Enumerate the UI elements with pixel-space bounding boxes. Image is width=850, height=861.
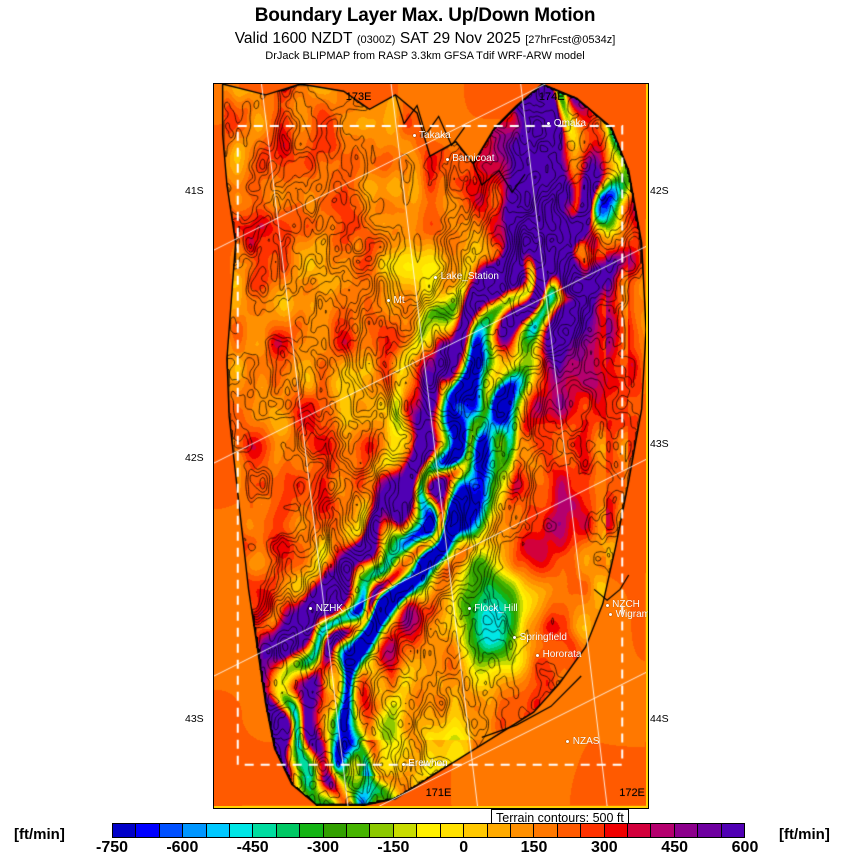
graticule-label: 43S — [185, 713, 204, 726]
colorbar-segment — [159, 824, 184, 837]
city-marker[interactable] — [309, 607, 313, 611]
city-marker[interactable] — [605, 603, 609, 607]
colorbar-unit-left: [ft/min] — [14, 826, 65, 843]
city-marker[interactable] — [387, 299, 391, 303]
colorbar-segment — [464, 824, 488, 837]
title-block: Boundary Layer Max. Up/Down Motion Valid… — [0, 0, 850, 62]
colorbar-segment — [370, 824, 394, 837]
colorbar-tick: 600 — [731, 839, 759, 856]
colorbar-segment — [300, 824, 324, 837]
valid-prefix: Valid 1600 NZDT — [234, 30, 353, 47]
colorbar-segment — [651, 824, 675, 837]
colorbar-tick: -750 — [95, 839, 129, 856]
graticule-label: 41S — [185, 184, 204, 197]
colorbar-segment — [487, 824, 511, 837]
city-marker[interactable] — [434, 275, 438, 279]
colorbar-tick: 150 — [520, 839, 548, 856]
city-marker[interactable] — [566, 740, 570, 744]
colorbar-segment — [183, 824, 207, 837]
colorbar-segment — [604, 824, 628, 837]
colorbar-segment — [113, 824, 137, 837]
city-marker[interactable] — [547, 122, 551, 126]
colorbar-segment — [230, 824, 254, 837]
colorbar: [ft/min] -750 -600 -450 -300 -150 0 150 300 450 6… — [0, 820, 850, 860]
colorbar-tick: 450 — [661, 839, 689, 856]
graticule-label: 42S — [185, 452, 204, 465]
colorbar-segment — [698, 824, 722, 837]
colorbar-segment — [276, 824, 301, 837]
forecast-tag: [27hrFcst@0534z] — [525, 34, 616, 46]
forecast-map[interactable]: 173E 174E 171E 172E Takaka Barnicoat Omaka Lake… — [213, 83, 649, 809]
valid-date: SAT 29 Nov 2025 — [399, 30, 521, 47]
colorbar-segment — [206, 824, 231, 837]
colorbar-gradient — [112, 823, 745, 838]
colorbar-segment — [440, 824, 465, 837]
valid-utc: (0300Z) — [356, 34, 396, 46]
colorbar-unit-right: [ft/min] — [779, 826, 830, 843]
colorbar-segment — [253, 824, 277, 837]
model-source-line: DrJack BLIPMAP from RASP 3.3km GFSA Tdif… — [265, 50, 585, 62]
city-marker[interactable] — [445, 157, 449, 161]
city-marker[interactable] — [467, 607, 471, 611]
colorbar-tick: -150 — [377, 839, 410, 856]
colorbar-segment — [534, 824, 558, 837]
colorbar-segment — [557, 824, 582, 837]
graticule-label: 44S — [650, 713, 669, 726]
city-marker[interactable] — [412, 134, 416, 138]
valid-time-line: Valid 1600 NZDT (0300Z) SAT 29 Nov 2025 … — [0, 30, 850, 48]
colorbar-tick-labels: -750 -600 -450 -300 -150 0 150 300 450 600 — [96, 839, 758, 861]
colorbar-segment — [721, 824, 744, 837]
city-marker[interactable] — [536, 653, 540, 657]
colorbar-segment — [674, 824, 699, 837]
graticule-label: 42S — [650, 184, 669, 197]
city-marker[interactable] — [513, 636, 517, 640]
city-marker[interactable] — [609, 613, 613, 617]
colorbar-tick: -450 — [236, 839, 269, 856]
colorbar-segment — [136, 824, 160, 837]
colorbar-segment — [510, 824, 535, 837]
page-title: Boundary Layer Max. Up/Down Motion — [254, 5, 596, 26]
colorbar-segment — [417, 824, 441, 837]
colorbar-segment — [627, 824, 652, 837]
colorbar-tick: 300 — [590, 839, 618, 856]
city-marker[interactable] — [401, 762, 405, 766]
colorbar-segment — [393, 824, 418, 837]
colorbar-segment — [347, 824, 371, 837]
graticule-label: 43S — [650, 438, 669, 450]
colorbar-segment — [323, 824, 348, 837]
map-raster-canvas — [214, 84, 646, 806]
colorbar-tick: 0 — [459, 839, 469, 856]
colorbar-tick: -600 — [166, 839, 199, 856]
colorbar-segment — [581, 824, 605, 837]
colorbar-tick: -300 — [306, 839, 340, 856]
